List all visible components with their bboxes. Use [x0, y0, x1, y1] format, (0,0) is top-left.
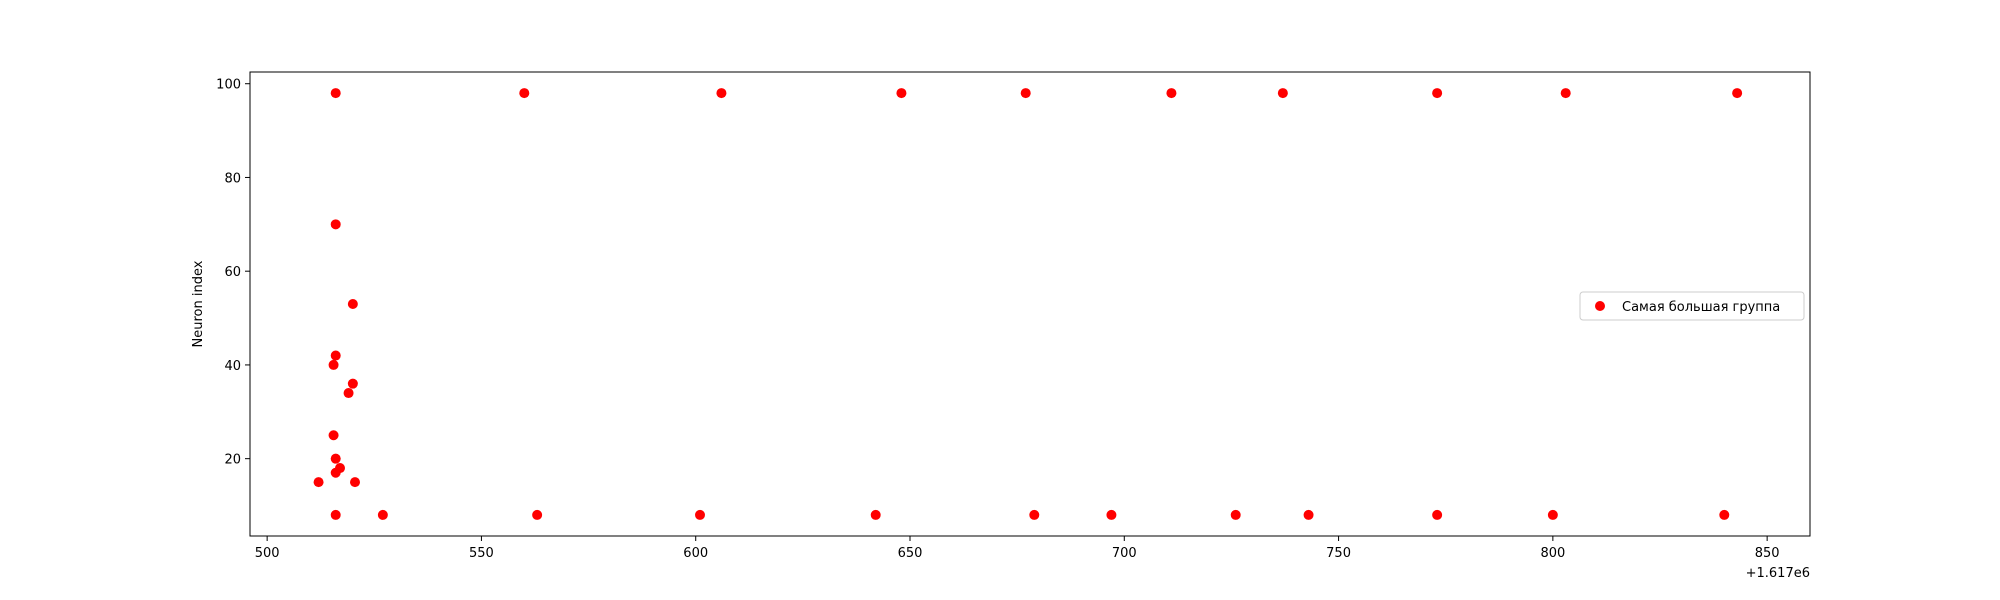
data-point	[1547, 509, 1558, 520]
x-tick-label: 650	[898, 546, 923, 561]
y-tick-label: 100	[216, 78, 241, 93]
data-point	[695, 509, 705, 520]
data-point	[1432, 88, 1443, 99]
data-point	[1277, 88, 1288, 99]
legend-box	[1579, 291, 1805, 321]
data-point	[328, 359, 339, 370]
axes-frame	[249, 71, 1811, 537]
data-point	[1719, 509, 1730, 520]
ticks-layer: 500 550 600 650 700 750 800 850 20 40 60 80 100	[216, 78, 1779, 561]
legend: Самая большая группа	[1579, 291, 1805, 321]
data-point	[1732, 88, 1743, 99]
data-point	[328, 430, 339, 441]
x-tick-label: 700	[1112, 546, 1137, 561]
data-point	[870, 509, 881, 520]
x-tick-label: 600	[683, 546, 708, 561]
data-point	[532, 509, 543, 520]
y-axis-label: Neuron index	[191, 260, 206, 347]
x-tick-label: 750	[1326, 546, 1351, 561]
data-point	[343, 388, 354, 399]
data-point	[1166, 88, 1177, 99]
x-tick-label: 550	[469, 546, 494, 561]
data-point	[1432, 509, 1443, 520]
y-tick-label: 80	[224, 171, 241, 186]
data-point	[1303, 509, 1314, 520]
x-tick-label: 850	[1755, 546, 1780, 561]
x-tick-label: 800	[1540, 546, 1565, 561]
data-point	[347, 378, 358, 389]
y-tick-label: 20	[224, 453, 241, 468]
data-point	[330, 453, 341, 464]
data-point	[330, 219, 341, 230]
data-point	[716, 88, 727, 99]
data-point	[519, 88, 530, 99]
data-point	[330, 509, 341, 520]
legend-label: Самая большая группа	[1622, 300, 1780, 315]
legend-marker	[1595, 301, 1605, 311]
data-point	[1020, 88, 1031, 99]
x-axis-offset-text: +1.617e6	[1746, 566, 1810, 581]
y-tick-label: 40	[224, 359, 241, 374]
data-point	[1029, 509, 1040, 520]
data-point	[896, 88, 907, 99]
y-tick-label: 60	[224, 265, 241, 280]
data-point	[347, 299, 358, 309]
data-point	[1560, 88, 1571, 99]
x-tick-label: 500	[255, 546, 280, 561]
data-point	[330, 350, 341, 361]
data-point	[330, 88, 341, 99]
data-point	[1106, 509, 1117, 520]
data-point	[1230, 509, 1241, 520]
data-point	[313, 477, 324, 488]
data-point	[350, 477, 360, 488]
points-layer	[313, 88, 1743, 520]
data-point	[330, 467, 341, 478]
data-point	[377, 509, 388, 520]
